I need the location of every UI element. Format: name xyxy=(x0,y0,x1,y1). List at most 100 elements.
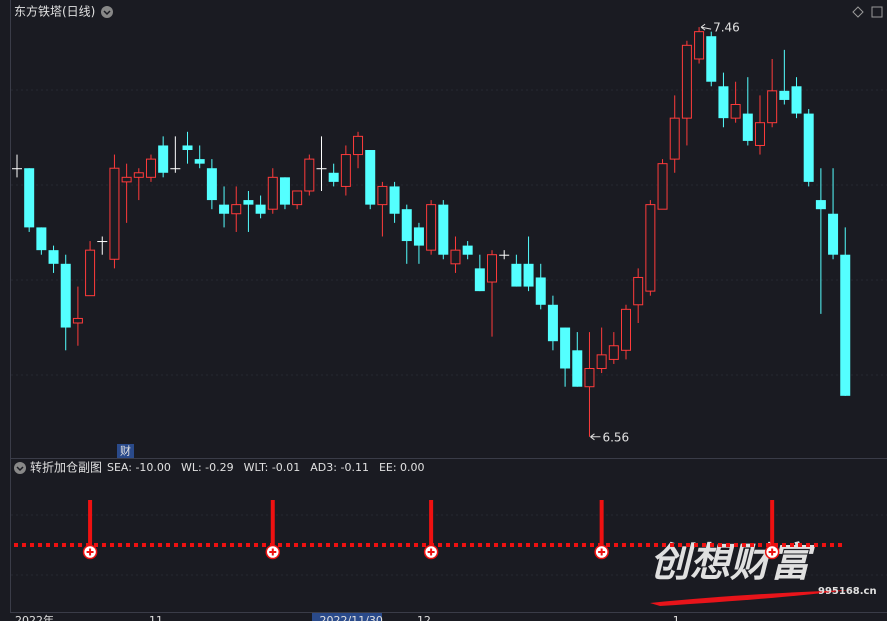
candle-body xyxy=(243,200,254,205)
dropdown-chevron xyxy=(16,466,24,472)
candle-body xyxy=(572,350,583,387)
candle-body xyxy=(499,254,510,256)
legend-entry: SEA: -10.00 xyxy=(107,461,171,474)
candle-body xyxy=(12,168,22,170)
x-tick-label: 12 xyxy=(417,614,431,621)
candle-body xyxy=(523,263,534,287)
candle-body xyxy=(803,113,814,182)
candle-body xyxy=(292,190,303,206)
x-tick-label: 11 xyxy=(149,614,163,621)
signal-bar xyxy=(270,500,275,545)
candle-body xyxy=(36,227,47,251)
candle-body xyxy=(72,317,83,324)
candle-body xyxy=(316,168,327,170)
candle-body xyxy=(767,90,778,124)
signal-plus xyxy=(269,548,277,556)
annotation-arrow xyxy=(700,23,712,31)
candle-body xyxy=(718,86,729,119)
candle-body xyxy=(413,227,424,246)
candle-body xyxy=(535,277,546,305)
legend-entry: EE: 0.00 xyxy=(379,461,425,474)
candle-body xyxy=(621,308,631,351)
candle-body xyxy=(633,276,644,306)
candle-body xyxy=(304,158,315,192)
max-label: 7.46 xyxy=(713,21,740,35)
candle-body xyxy=(109,167,120,260)
cursor-date-box xyxy=(312,613,382,621)
candle-body xyxy=(840,254,851,396)
dropdown-icon[interactable] xyxy=(101,6,113,18)
candle-body xyxy=(596,354,607,370)
legend-entry: AD3: -0.11 xyxy=(310,461,369,474)
candle-body xyxy=(645,204,656,292)
signal-bar xyxy=(88,500,93,545)
candle-body xyxy=(730,103,741,119)
diamond-icon[interactable] xyxy=(852,6,864,18)
marker-text: 财 xyxy=(120,444,131,458)
dropdown-chevron xyxy=(103,10,111,16)
x-tick-label: 2022/11/30 xyxy=(320,614,383,621)
candle-body xyxy=(511,263,522,287)
signal-bar xyxy=(770,500,775,545)
candle-body xyxy=(365,150,376,205)
candle-body xyxy=(450,249,461,265)
candle-body xyxy=(255,204,266,214)
indicator-title: 转折加仓副图 xyxy=(30,460,102,475)
candle-body xyxy=(706,36,717,82)
candle-body xyxy=(24,168,35,228)
candle-body xyxy=(401,209,412,242)
candle-body xyxy=(669,117,680,160)
x-tick-label: 2022年 xyxy=(15,613,54,621)
candle-body xyxy=(206,168,217,201)
signal-plus xyxy=(86,548,94,556)
candle-body xyxy=(426,204,437,251)
grid xyxy=(11,89,887,576)
candle-body xyxy=(48,250,59,264)
candle-body xyxy=(779,90,790,100)
candle-body xyxy=(60,263,71,328)
candle-body xyxy=(219,204,230,214)
candle-body xyxy=(121,176,132,183)
candle-body xyxy=(828,213,839,255)
candle-body xyxy=(231,204,242,215)
signal-bar xyxy=(429,500,434,545)
marker-badge[interactable] xyxy=(117,444,134,458)
candle-body xyxy=(194,159,205,164)
candle-body xyxy=(560,327,571,369)
candle-body xyxy=(681,44,692,119)
candle-body xyxy=(170,168,181,170)
candle-body xyxy=(584,368,595,388)
candle-body xyxy=(742,113,753,141)
signal-plus xyxy=(598,548,606,556)
candle-body xyxy=(474,268,485,292)
legend-entry: WL: -0.29 xyxy=(181,461,234,474)
dropdown-icon[interactable] xyxy=(14,462,26,474)
candle-body xyxy=(340,154,351,187)
watermark: 创想财富 xyxy=(650,539,816,586)
candle-body xyxy=(145,158,156,178)
candle-body xyxy=(158,145,169,173)
candle-body xyxy=(462,245,473,255)
candle-body xyxy=(694,31,705,60)
candle-body xyxy=(487,254,498,283)
candle-body xyxy=(547,304,558,342)
candle-body xyxy=(328,172,339,182)
signal-bar xyxy=(599,500,604,545)
signal-plus xyxy=(427,548,435,556)
candle-body xyxy=(97,241,108,243)
candle-body xyxy=(657,163,668,210)
candle-body xyxy=(754,122,765,146)
legend-entry: WLT: -0.01 xyxy=(244,461,301,474)
square-icon[interactable] xyxy=(871,6,883,18)
candle-body xyxy=(353,135,364,156)
candle-body xyxy=(815,200,826,210)
chart-title: 东方铁塔(日线) xyxy=(14,4,95,19)
candle-body xyxy=(85,249,96,297)
candle-body xyxy=(133,172,144,178)
signal-plus xyxy=(768,548,776,556)
annotation-arrow xyxy=(590,433,601,441)
candle-body xyxy=(182,145,193,151)
x-tick-label: 1 xyxy=(673,614,680,621)
